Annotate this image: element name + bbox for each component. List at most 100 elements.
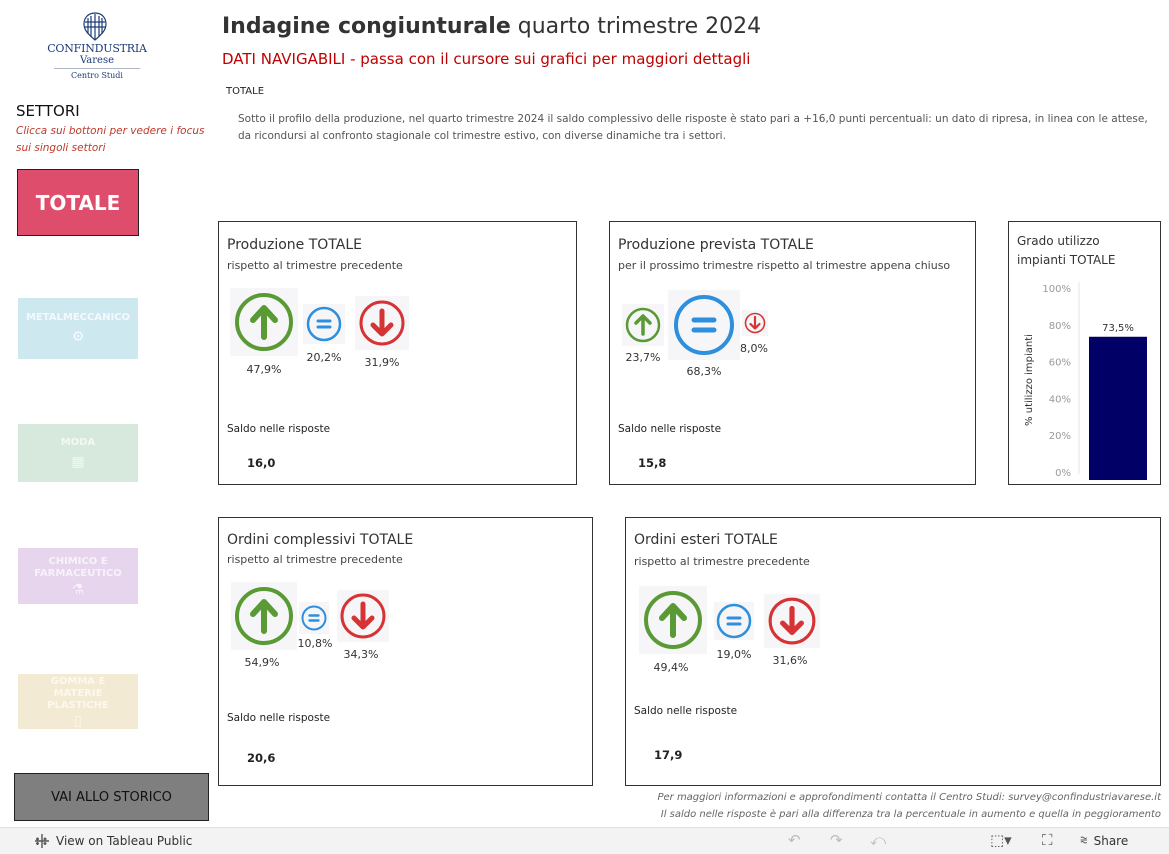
- panel-subtitle: rispetto al trimestre precedente: [634, 555, 810, 568]
- panel-subtitle: rispetto al trimestre precedente: [227, 553, 403, 566]
- saldo-label: Saldo nelle risposte: [634, 705, 738, 717]
- logo-name: CONFINDUSTRIA: [47, 42, 147, 55]
- panel-ordini-complessivi: Ordini complessivi TOTALE rispetto al tr…: [218, 517, 593, 786]
- y-tick-label: 100%: [1042, 284, 1071, 295]
- y-tick-label: 80%: [1049, 321, 1071, 332]
- logo-city: Varese: [79, 55, 114, 66]
- page-title: Indagine congiunturale quarto trimestre …: [222, 14, 761, 39]
- y-axis-label: % utilizzo impianti: [1024, 334, 1035, 426]
- arrow-up-icon: [235, 587, 293, 645]
- sector-button-moda-label: MODA: [60, 436, 96, 448]
- panel-title: Produzione prevista TOTALE: [618, 237, 814, 253]
- panel-title: Ordini complessivi TOTALE: [227, 532, 414, 548]
- panel-subtitle: rispetto al trimestre precedente: [227, 259, 403, 272]
- page-title-bold: Indagine congiunturale: [222, 14, 511, 39]
- panel-produzione: Produzione TOTALE rispetto al trimestre …: [218, 221, 577, 485]
- sector-button-chimico[interactable]: CHIMICO E FARMACEUTICO ⚗: [18, 548, 138, 604]
- arrow-up-icon: [644, 591, 702, 649]
- up-percentage: 49,4%: [653, 661, 689, 674]
- down-indicator[interactable]: [355, 296, 409, 350]
- equal-icon: [306, 306, 342, 342]
- share-icon: ⩬: [1080, 833, 1088, 848]
- tableau-toolbar: View on Tableau Public ↶ ↷ ⤺ ⬚▾ ⛶ ⩬ Shar…: [0, 827, 1169, 854]
- sector-button-metalmeccanico[interactable]: METALMECCANICO ⚙: [18, 298, 138, 359]
- eq-percentage: 20,2%: [306, 351, 342, 364]
- up-indicator[interactable]: [639, 586, 707, 654]
- down-indicator[interactable]: [742, 310, 768, 336]
- panel-produzione-prevista: Produzione prevista TOTALE per il prossi…: [609, 221, 976, 485]
- sector-button-moda[interactable]: MODA ▦: [18, 424, 138, 482]
- sector-button-totale[interactable]: TOTALE: [17, 169, 139, 236]
- saldo-value: 20,6: [247, 751, 276, 765]
- page-subtitle: DATI NAVIGABILI - passa con il cursore s…: [222, 50, 751, 68]
- bottle-icon: ▯: [74, 713, 82, 729]
- confindustria-logo-icon: [83, 12, 107, 41]
- arrow-up-icon: [625, 307, 661, 343]
- down-percentage: 8,0%: [740, 342, 768, 355]
- sector-button-chimico-label: CHIMICO E FARMACEUTICO: [34, 556, 122, 579]
- up-percentage: 23,7%: [625, 351, 661, 364]
- sector-button-gomma-label: GOMMA E MATERIE PLASTICHE: [47, 676, 109, 711]
- redo-icon[interactable]: ↷: [830, 831, 843, 849]
- equal-icon: [301, 605, 327, 631]
- up-indicator[interactable]: [231, 582, 297, 650]
- sidebar-title: SETTORI: [16, 102, 80, 120]
- equal-icon: [674, 295, 734, 355]
- y-tick-label: 0%: [1055, 468, 1071, 479]
- saldo-value: 17,9: [654, 748, 683, 762]
- page-title-rest: quarto trimestre 2024: [510, 14, 762, 39]
- eq-indicator[interactable]: [714, 602, 754, 640]
- arrow-down-icon: [359, 300, 405, 346]
- footnote-contact: Per maggiori informazioni e approfondime…: [657, 792, 1161, 803]
- panel-ordini-esteri: Ordini esteri TOTALE rispetto al trimest…: [625, 517, 1161, 786]
- panel-grado-utilizzo: Grado utilizzo impianti TOTALE % utilizz…: [1008, 221, 1161, 485]
- chart-title: Grado utilizzo impianti TOTALE: [1017, 232, 1115, 270]
- undo-icon[interactable]: ↶: [788, 831, 801, 849]
- eq-indicator[interactable]: [299, 602, 329, 634]
- eq-percentage: 68,3%: [686, 365, 722, 378]
- arrow-up-icon: [235, 293, 293, 351]
- flask-icon: ⚗: [71, 582, 85, 598]
- up-indicator[interactable]: [622, 304, 664, 346]
- eq-indicator[interactable]: [668, 290, 740, 360]
- storico-button[interactable]: VAI ALLO STORICO: [14, 773, 209, 821]
- chart-title-line1: Grado utilizzo: [1017, 234, 1100, 248]
- fabric-icon: ▦: [71, 453, 85, 470]
- fullscreen-icon[interactable]: ⛶: [1042, 831, 1053, 849]
- eq-indicator[interactable]: [303, 304, 345, 344]
- arrow-down-icon: [768, 597, 816, 645]
- view-on-tableau-label: View on Tableau Public: [56, 834, 193, 848]
- section-label: TOTALE: [226, 86, 265, 97]
- y-tick-label: 20%: [1049, 431, 1071, 442]
- up-indicator[interactable]: [230, 288, 298, 356]
- revert-icon[interactable]: ⤺: [870, 831, 887, 849]
- y-tick-label: 40%: [1049, 394, 1071, 405]
- chart-title-line2: impianti TOTALE: [1017, 253, 1116, 267]
- down-percentage: 31,6%: [772, 654, 808, 667]
- up-percentage: 54,9%: [244, 656, 280, 669]
- saldo-label: Saldo nelle risposte: [227, 423, 331, 435]
- saldo-value: 15,8: [638, 456, 667, 470]
- panel-title: Ordini esteri TOTALE: [634, 532, 778, 548]
- share-label: Share: [1093, 833, 1129, 848]
- logo-subtitle: Centro Studi: [71, 71, 123, 80]
- bar[interactable]: [1089, 336, 1147, 480]
- sidebar-hint: Clicca sui bottoni per vedere i focus su…: [16, 125, 205, 154]
- sector-button-totale-label: TOTALE: [35, 190, 121, 215]
- download-icon[interactable]: ⬚▾: [990, 831, 1012, 849]
- grado-bar-chart[interactable]: % utilizzo impianti 100% 80% 60% 40% 20% 0% 73,…: [1009, 272, 1160, 484]
- logo-divider: [54, 68, 140, 69]
- panel-subtitle: per il prossimo trimestre rispetto al tr…: [618, 259, 951, 272]
- down-indicator[interactable]: [337, 590, 389, 642]
- down-indicator[interactable]: [764, 594, 820, 648]
- description-text: Sotto il profilo della produzione, nel q…: [238, 113, 1148, 142]
- share-button[interactable]: ⩬ Share: [1080, 833, 1128, 848]
- sector-button-gomma[interactable]: GOMMA E MATERIE PLASTICHE ▯: [18, 674, 138, 729]
- view-on-tableau-link[interactable]: View on Tableau Public: [34, 833, 192, 849]
- down-percentage: 31,9%: [364, 356, 400, 369]
- arrow-down-icon: [744, 312, 766, 334]
- equal-icon: [716, 603, 752, 639]
- y-tick-label: 60%: [1049, 358, 1071, 369]
- panel-title: Produzione TOTALE: [227, 237, 362, 253]
- eq-percentage: 19,0%: [716, 648, 752, 661]
